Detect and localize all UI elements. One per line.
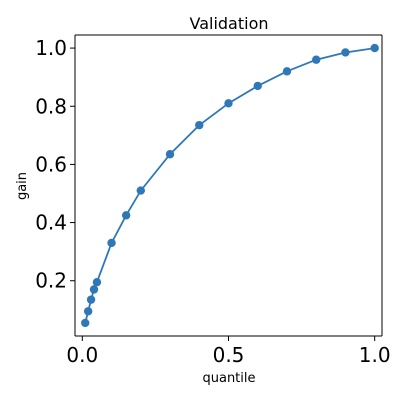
chart-title: Validation — [189, 14, 268, 33]
y-tick-label-3: 0.8 — [35, 94, 67, 118]
y-axis-label: gain — [15, 172, 30, 200]
data-point-8 — [165, 150, 175, 159]
data-point-11 — [253, 81, 262, 91]
data-point-3 — [89, 285, 99, 294]
x-axis-ticks: 0.0 0.5 1.0 — [66, 336, 391, 367]
data-point-9 — [195, 120, 204, 130]
data-point-14 — [341, 48, 350, 57]
data-point-4 — [92, 278, 102, 287]
y-axis-ticks: 0.2 0.4 0.6 0.8 1.0 — [35, 36, 75, 293]
data-point-2 — [86, 295, 96, 304]
data-point-10 — [224, 99, 233, 108]
y-tick-label-2: 0.6 — [35, 152, 67, 176]
plot-area — [81, 43, 379, 328]
data-point-13 — [312, 55, 321, 64]
x-tick-label-0: 0.0 — [66, 343, 98, 367]
data-point-7 — [136, 186, 145, 195]
series-markers — [81, 43, 379, 328]
data-point-15 — [370, 43, 379, 53]
data-point-5 — [107, 238, 116, 248]
x-axis-label: quantile — [202, 371, 255, 386]
data-point-1 — [83, 307, 93, 316]
x-tick-label-1: 0.5 — [213, 343, 245, 367]
series-line — [84, 47, 375, 324]
y-tick-label-0: 0.2 — [35, 269, 67, 293]
plot-frame — [74, 34, 383, 337]
x-tick-label-2: 1.0 — [359, 343, 391, 367]
data-point-6 — [121, 211, 131, 220]
y-tick-label-1: 0.4 — [35, 211, 67, 235]
y-tick-label-4: 1.0 — [35, 36, 67, 60]
data-point-12 — [282, 67, 292, 76]
data-point-0 — [81, 318, 90, 328]
